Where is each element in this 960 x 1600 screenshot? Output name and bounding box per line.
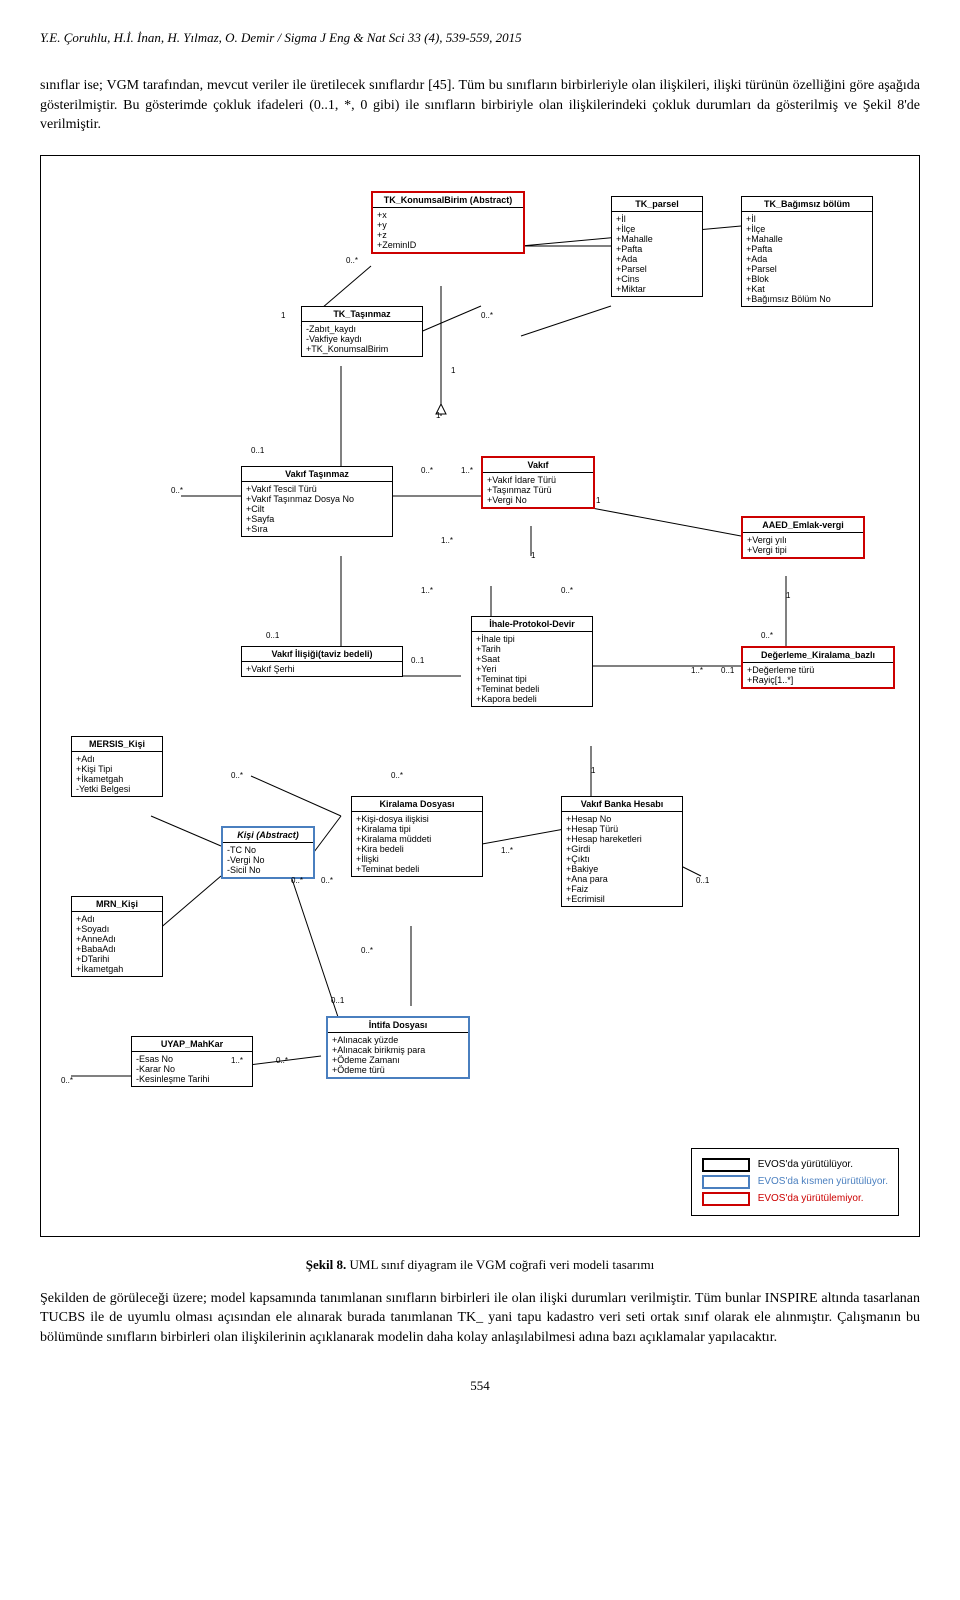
legend-row-blue: EVOS'da kısmen yürütülüyor. [702, 1175, 888, 1189]
multiplicity-label: 1..* [461, 466, 473, 475]
multiplicity-label: 0..* [391, 771, 403, 780]
box-degerleme: Değerleme_Kiralama_bazlı +Değerleme türü… [741, 646, 895, 689]
multiplicity-label: 0..* [361, 946, 373, 955]
multiplicity-label: 1 [596, 496, 600, 505]
multiplicity-label: 0..* [276, 1056, 288, 1065]
legend-row-red: EVOS'da yürütülemiyor. [702, 1192, 888, 1206]
multiplicity-label: 1 [591, 766, 595, 775]
multiplicity-label: 0..* [481, 311, 493, 320]
multiplicity-label: 0..1 [251, 446, 264, 455]
multiplicity-label: 0..1 [721, 666, 734, 675]
box-iliski: Vakıf İlişiği(taviz bedeli) +Vakıf Şerhi [241, 646, 403, 677]
multiplicity-label: 0..* [321, 876, 333, 885]
box-aaed: AAED_Emlak-vergi +Vergi yılı+Vergi tipi [741, 516, 865, 559]
multiplicity-label: 1 [531, 551, 535, 560]
multiplicity-label: 0..1 [331, 996, 344, 1005]
box-mrn: MRN_Kişi +Adı+Soyadı+AnneAdı+BabaAdı+DTa… [71, 896, 163, 977]
multiplicity-label: 0..* [231, 771, 243, 780]
box-vakif: Vakıf +Vakıf İdare Türü+Taşınmaz Türü+Ve… [481, 456, 595, 509]
multiplicity-label: 1..* [441, 536, 453, 545]
box-body: +x+y+z+ZeminID [373, 208, 523, 252]
multiplicity-label: 1..* [231, 1056, 243, 1065]
page-number: 554 [40, 1378, 920, 1394]
multiplicity-label: 0..* [171, 486, 183, 495]
multiplicity-label: 1..* [691, 666, 703, 675]
box-bagimsiz: TK_Bağımsız bölüm +İl+İlçe+Mahalle+Pafta… [741, 196, 873, 307]
multiplicity-label: 1 [281, 311, 285, 320]
multiplicity-label: 1..* [421, 586, 433, 595]
multiplicity-label: 0..* [561, 586, 573, 595]
multiplicity-label: 0..* [291, 876, 303, 885]
box-konumsalbirim: TK_KonumsalBirim (Abstract) +x+y+z+Zemin… [371, 191, 525, 254]
box-vakif-tasinmaz: Vakıf Taşınmaz +Vakıf Tescil Türü+Vakıf … [241, 466, 393, 537]
multiplicity-label: 0..1 [411, 656, 424, 665]
multiplicity-label: 0..* [346, 256, 358, 265]
box-title: TK_KonumsalBirim (Abstract) [373, 193, 523, 208]
box-tasinmaz: TK_Taşınmaz -Zabıt_kaydı-Vakfiye kaydı+T… [301, 306, 423, 357]
box-parsel: TK_parsel +İl+İlçe+Mahalle+Pafta+Ada+Par… [611, 196, 703, 297]
figure-caption: Şekil 8. UML sınıf diyagram ile VGM coğr… [40, 1257, 920, 1273]
multiplicity-label: 1 [436, 411, 440, 420]
multiplicity-label: 0..1 [696, 876, 709, 885]
multiplicity-label: 1 [451, 366, 455, 375]
box-mersis: MERSIS_Kişi +Adı+Kişi Tipi+İkametgah-Yet… [71, 736, 163, 797]
multiplicity-label: 0..* [421, 466, 433, 475]
legend-row-black: EVOS'da yürütülüyor. [702, 1158, 888, 1172]
multiplicity-label: 0..* [61, 1076, 73, 1085]
intro-paragraph: sınıflar ise; VGM tarafından, mevcut ver… [40, 76, 920, 135]
uml-diagram-figure: TK_KonumsalBirim (Abstract) +x+y+z+Zemin… [40, 155, 920, 1237]
multiplicity-label: 1..* [501, 846, 513, 855]
box-kiralama: Kiralama Dosyası +Kişi-dosya ilişkisi+Ki… [351, 796, 483, 877]
legend: EVOS'da yürütülüyor. EVOS'da kısmen yürü… [691, 1148, 899, 1216]
multiplicity-label: 1 [786, 591, 790, 600]
box-banka: Vakıf Banka Hesabı +Hesap No+Hesap Türü+… [561, 796, 683, 907]
running-header: Y.E. Çoruhlu, H.İ. İnan, H. Yılmaz, O. D… [40, 30, 920, 46]
multiplicity-label: 0..* [761, 631, 773, 640]
multiplicity-label: 0..1 [266, 631, 279, 640]
box-kisi: Kişi (Abstract) -TC No-Vergi No-Sicil No [221, 826, 315, 879]
box-intifa: İntifa Dosyası +Alınacak yüzde+Alınacak … [326, 1016, 470, 1079]
box-ihale: İhale-Protokol-Devir +İhale tipi+Tarih+S… [471, 616, 593, 707]
outro-paragraph: Şekilden de görüleceği üzere; model kaps… [40, 1289, 920, 1348]
